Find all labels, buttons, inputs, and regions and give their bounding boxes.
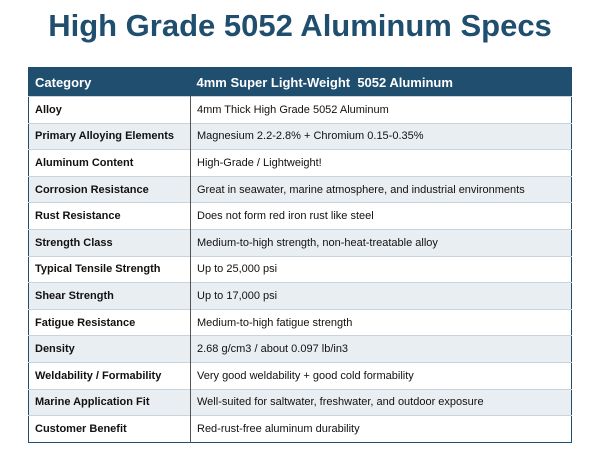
value-cell: Magnesium 2.2-2.8% + Chromium 0.15-0.35%	[190, 122, 572, 150]
column-header: Category	[28, 67, 191, 97]
category-cell: Aluminum Content	[28, 149, 191, 177]
category-cell: Marine Application Fit	[28, 388, 191, 416]
table-row: Customer Benefit Red-rust-free aluminum d…	[28, 415, 572, 443]
value-cell: High-Grade / Lightweight!	[190, 149, 572, 177]
category-cell: Density	[28, 335, 191, 363]
value-cell: Up to 25,000 psi	[190, 255, 572, 283]
table-row: Primary Alloying Elements Magnesium 2.2-2…	[28, 122, 572, 150]
column-header: 4mm Super Light-Weight 5052 Aluminum	[190, 67, 572, 97]
page-title: High Grade 5052 Aluminum Specs	[48, 8, 552, 43]
table-row: Aluminum Content High-Grade / Lightweight…	[28, 149, 572, 177]
table-row: Typical Tensile Strength Up to 25,000 psi	[28, 255, 572, 283]
value-cell: Medium-to-high strength, non-heat-treata…	[190, 228, 572, 257]
value-cell: Red-rust-free aluminum durability	[190, 415, 572, 443]
category-cell: Alloy	[28, 96, 191, 124]
table-row: Density 2.68 g/cm3 / about 0.097 lb/in3	[28, 335, 572, 363]
spec-table: Category 4mm Super Light-Weight 5052 Alu…	[28, 67, 572, 443]
table-row: Fatigue Resistance Medium-to-high fatigue…	[28, 308, 572, 336]
table-row: Weldability / Formability Very good welda…	[28, 361, 572, 390]
table-row: Shear Strength Up to 17,000 psi	[28, 282, 572, 310]
value-cell: 2.68 g/cm3 / about 0.097 lb/in3	[190, 335, 572, 363]
table-row: Strength Class Medium-to-high strength, n…	[28, 228, 572, 257]
value-cell: Well-suited for saltwater, freshwater, a…	[190, 388, 572, 416]
category-cell: Weldability / Formability	[28, 361, 191, 390]
value-cell: 4mm Thick High Grade 5052 Aluminum	[190, 96, 572, 124]
header-row: Category 4mm Super Light-Weight 5052 Alu…	[28, 67, 572, 97]
value-cell: Very good weldability + good cold formab…	[190, 361, 572, 390]
category-cell: Typical Tensile Strength	[28, 255, 191, 283]
table-row: Alloy 4mm Thick High Grade 5052 Aluminum	[28, 96, 572, 124]
table-row: Marine Application Fit Well-suited for sa…	[28, 388, 572, 416]
category-cell: Customer Benefit	[28, 415, 191, 443]
value-cell: Medium-to-high fatigue strength	[190, 308, 572, 336]
table-header: Category 4mm Super Light-Weight 5052 Alu…	[28, 67, 572, 97]
category-cell: Corrosion Resistance	[28, 175, 191, 203]
value-cell: Up to 17,000 psi	[190, 282, 572, 310]
value-cell: Does not form red iron rust like steel	[190, 202, 572, 230]
category-cell: Primary Alloying Elements	[28, 122, 191, 150]
category-cell: Fatigue Resistance	[28, 308, 191, 336]
value-cell: Great in seawater, marine atmosphere, an…	[190, 175, 572, 203]
category-cell: Shear Strength	[28, 282, 191, 310]
table-body: Alloy 4mm Thick High Grade 5052 Aluminum P…	[28, 96, 572, 443]
category-cell: Strength Class	[28, 228, 191, 257]
category-cell: Rust Resistance	[28, 202, 191, 230]
table-row: Corrosion Resistance Great in seawater, m…	[28, 175, 572, 203]
table-row: Rust Resistance Does not form red iron ru…	[28, 202, 572, 230]
